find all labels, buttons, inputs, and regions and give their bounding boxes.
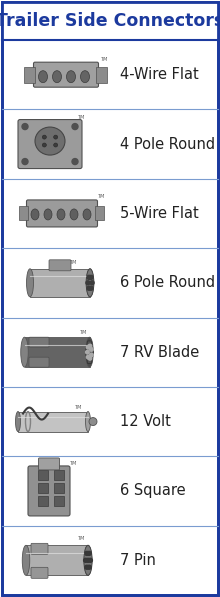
Text: 5-Wire Flat: 5-Wire Flat [120, 206, 199, 221]
FancyBboxPatch shape [33, 62, 99, 87]
Text: 6 Pole Round: 6 Pole Round [120, 275, 215, 290]
Bar [26, 545, 88, 576]
Text: 6 Square: 6 Square [120, 484, 186, 498]
Circle shape [84, 558, 88, 562]
Circle shape [22, 159, 28, 165]
Bar [24, 337, 90, 367]
Text: TM: TM [101, 57, 108, 61]
Circle shape [72, 124, 78, 130]
Circle shape [90, 353, 93, 357]
Text: TM: TM [98, 195, 105, 199]
Circle shape [89, 275, 93, 279]
Bar [38, 470, 48, 480]
Ellipse shape [35, 127, 65, 155]
Ellipse shape [54, 143, 58, 147]
Bar [24, 67, 35, 83]
Text: 12 Volt: 12 Volt [120, 414, 171, 429]
Ellipse shape [44, 209, 52, 220]
Text: TM: TM [70, 461, 77, 466]
FancyBboxPatch shape [26, 200, 97, 227]
FancyBboxPatch shape [18, 119, 82, 168]
Circle shape [86, 350, 89, 354]
Circle shape [22, 124, 28, 130]
Text: Trailer Side Connectors: Trailer Side Connectors [0, 12, 220, 30]
Ellipse shape [70, 209, 78, 220]
Circle shape [87, 287, 91, 290]
Ellipse shape [38, 70, 48, 83]
FancyBboxPatch shape [29, 337, 49, 347]
Ellipse shape [53, 70, 62, 83]
FancyBboxPatch shape [29, 357, 49, 367]
Ellipse shape [31, 209, 39, 220]
Circle shape [85, 565, 89, 570]
Bar [95, 207, 104, 220]
Text: 4-Wire Flat: 4-Wire Flat [120, 67, 199, 82]
Text: TM: TM [75, 405, 82, 410]
Circle shape [86, 558, 90, 562]
Circle shape [87, 552, 91, 555]
Ellipse shape [57, 209, 65, 220]
Ellipse shape [22, 545, 30, 576]
Bar [30, 269, 90, 297]
Ellipse shape [89, 417, 97, 426]
Ellipse shape [84, 545, 92, 576]
Bar [2, 2, 218, 40]
Circle shape [87, 565, 91, 570]
Circle shape [88, 558, 92, 562]
Circle shape [90, 347, 93, 351]
FancyBboxPatch shape [38, 458, 59, 470]
Text: TM: TM [80, 330, 87, 335]
Text: TM: TM [78, 536, 85, 541]
Circle shape [85, 552, 89, 555]
Circle shape [90, 281, 94, 285]
Bar [54, 496, 64, 506]
Ellipse shape [86, 337, 93, 367]
Bar [38, 483, 48, 493]
Ellipse shape [54, 135, 58, 139]
Circle shape [87, 275, 91, 279]
Text: 4 Pole Round: 4 Pole Round [120, 137, 215, 152]
Ellipse shape [84, 545, 92, 576]
Bar [54, 483, 64, 493]
Text: TM: TM [78, 115, 85, 119]
Ellipse shape [26, 269, 33, 297]
Ellipse shape [15, 411, 20, 432]
Bar [54, 470, 64, 480]
Circle shape [86, 281, 90, 285]
Ellipse shape [42, 143, 46, 147]
Ellipse shape [66, 70, 75, 83]
Bar [38, 496, 48, 506]
FancyBboxPatch shape [28, 466, 70, 516]
Bar [19, 207, 28, 220]
Text: TM: TM [70, 260, 77, 265]
Circle shape [89, 287, 93, 290]
Circle shape [86, 355, 90, 359]
FancyBboxPatch shape [31, 567, 48, 578]
FancyBboxPatch shape [31, 543, 48, 554]
Circle shape [72, 159, 78, 165]
Polygon shape [86, 341, 94, 364]
Bar [18, 411, 88, 432]
Ellipse shape [86, 269, 94, 297]
Bar [96, 67, 107, 83]
Ellipse shape [86, 269, 94, 297]
Circle shape [86, 346, 90, 349]
Ellipse shape [86, 411, 90, 432]
Circle shape [88, 356, 92, 360]
Circle shape [88, 344, 92, 348]
Ellipse shape [81, 70, 90, 83]
Ellipse shape [83, 209, 91, 220]
Ellipse shape [42, 135, 46, 139]
Text: 7 RV Blade: 7 RV Blade [120, 344, 199, 359]
Ellipse shape [21, 337, 28, 367]
FancyBboxPatch shape [49, 260, 71, 271]
Text: 7 Pin: 7 Pin [120, 553, 156, 568]
